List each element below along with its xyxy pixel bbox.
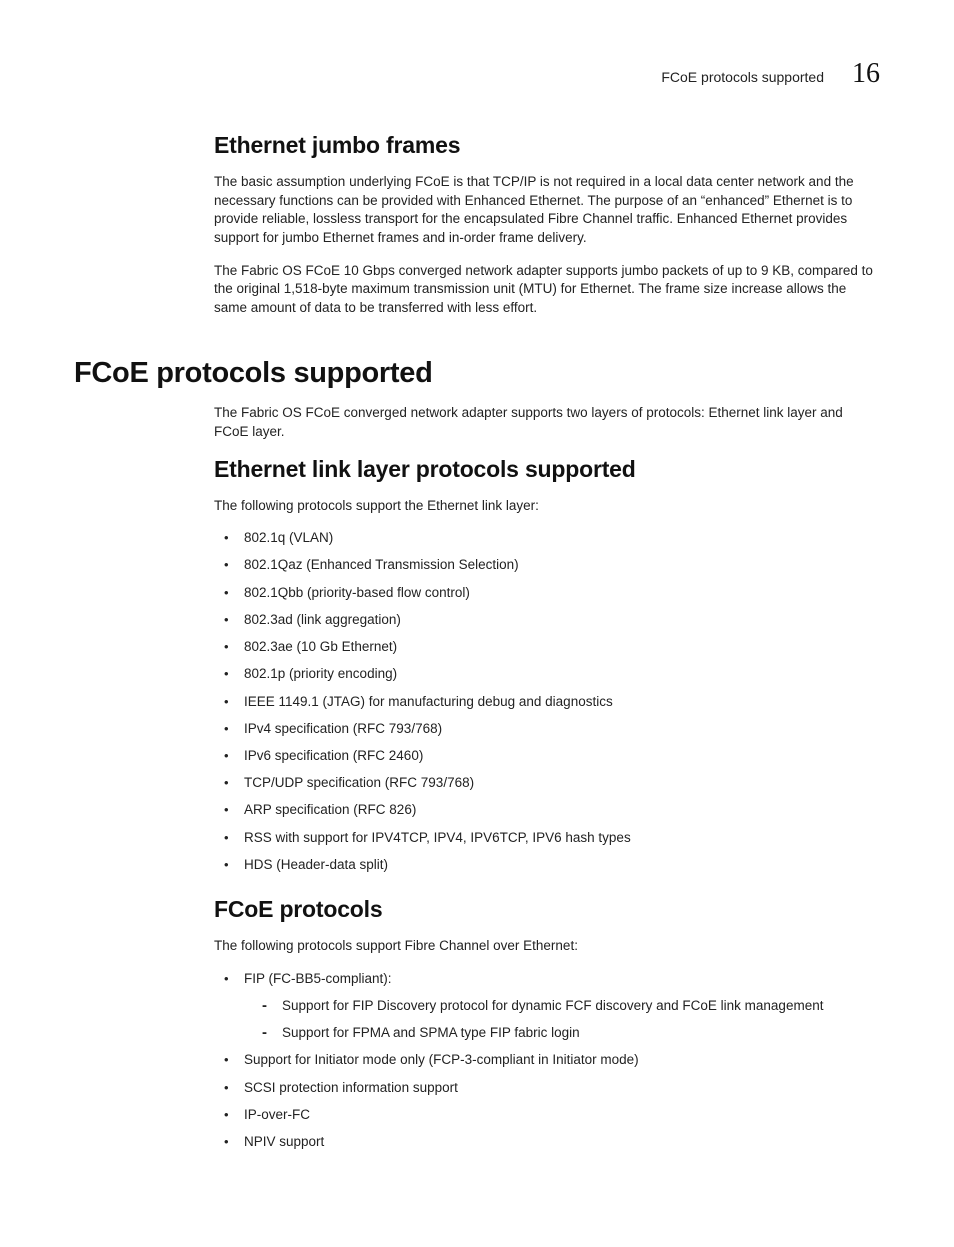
list-item: ARP specification (RFC 826) [214,801,880,819]
list-item: IPv4 specification (RFC 793/768) [214,720,880,738]
list-item: SCSI protection information support [214,1079,880,1097]
header-chapter-number: 16 [852,58,880,90]
sub-list-item: Support for FIP Discovery protocol for d… [244,997,880,1015]
section-fcoe-main: The Fabric OS FCoE converged network ada… [214,404,880,1151]
paragraph: The Fabric OS FCoE 10 Gbps converged net… [214,262,880,318]
heading-fcoe-protocols: FCoE protocols [214,896,880,923]
list-item: IP-over-FC [214,1106,880,1124]
list-item-text: FIP (FC-BB5-compliant): [244,971,392,986]
heading-link-layer: Ethernet link layer protocols supported [214,456,880,483]
paragraph: The following protocols support the Ethe… [214,497,880,516]
list-item: 802.1Qaz (Enhanced Transmission Selectio… [214,556,880,574]
heading-ethernet-jumbo: Ethernet jumbo frames [214,132,880,159]
fcoe-protocol-list: FIP (FC-BB5-compliant): Support for FIP D… [214,970,880,1152]
list-item-text: IP-over-FC [244,1107,310,1122]
list-item: 802.1p (priority encoding) [214,665,880,683]
list-item-text: Support for Initiator mode only (FCP-3-c… [244,1052,639,1067]
header-section-title: FCoE protocols supported [661,69,824,85]
list-item: TCP/UDP specification (RFC 793/768) [214,774,880,792]
list-item: HDS (Header-data split) [214,856,880,874]
list-item: NPIV support [214,1133,880,1151]
list-item: IPv6 specification (RFC 2460) [214,747,880,765]
document-page: FCoE protocols supported 16 Ethernet jum… [0,0,954,1247]
list-item-text: NPIV support [244,1134,324,1149]
list-item-text: SCSI protection information support [244,1080,458,1095]
paragraph: The basic assumption underlying FCoE is … [214,173,880,248]
list-item: RSS with support for IPV4TCP, IPV4, IPV6… [214,829,880,847]
paragraph: The following protocols support Fibre Ch… [214,937,880,956]
paragraph: The Fabric OS FCoE converged network ada… [214,404,880,441]
list-item: 802.1Qbb (priority-based flow control) [214,584,880,602]
list-item: 802.1q (VLAN) [214,529,880,547]
sub-list: Support for FIP Discovery protocol for d… [244,997,880,1042]
heading-fcoe-protocols-supported: FCoE protocols supported [74,357,880,390]
list-item: 802.3ae (10 Gb Ethernet) [214,638,880,656]
list-item: IEEE 1149.1 (JTAG) for manufacturing deb… [214,693,880,711]
link-layer-list: 802.1q (VLAN) 802.1Qaz (Enhanced Transmis… [214,529,880,874]
list-item: Support for Initiator mode only (FCP-3-c… [214,1051,880,1069]
list-item: FIP (FC-BB5-compliant): Support for FIP D… [214,970,880,1043]
section-ethernet-jumbo: Ethernet jumbo frames The basic assumpti… [214,132,880,317]
page-header: FCoE protocols supported 16 [74,58,880,90]
list-item: 802.3ad (link aggregation) [214,611,880,629]
sub-list-item: Support for FPMA and SPMA type FIP fabri… [244,1024,880,1042]
